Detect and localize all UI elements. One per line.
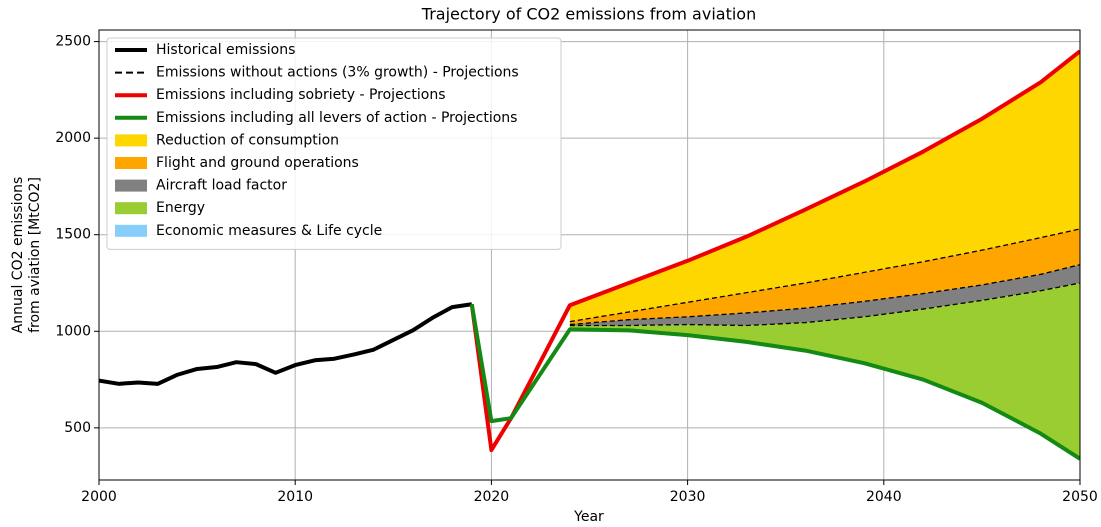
- areas: [569, 51, 1080, 459]
- series-line: [569, 282, 1080, 327]
- series-line: [469, 303, 1080, 461]
- legend-swatch: [115, 224, 147, 237]
- x-tick-label: 2020: [474, 489, 510, 505]
- plot-frame: [98, 29, 1081, 481]
- area: [569, 228, 1080, 325]
- y-axis-label: Annual CO2 emissions: [10, 177, 26, 334]
- legend: Historical emissions Emissions without ac…: [106, 37, 562, 250]
- legend-label: Emissions including all levers of action…: [156, 110, 517, 126]
- legend-label: Historical emissions: [156, 42, 295, 58]
- y-tick-label: 2500: [55, 34, 91, 50]
- y-axis-label: from aviation [MtCO2]: [27, 177, 43, 333]
- legend-label: Reduction of consumption: [156, 132, 339, 148]
- y-tick-label: 1000: [55, 323, 91, 339]
- legend-swatch: [115, 157, 147, 169]
- legend-swatch: [115, 134, 147, 147]
- series-line: [99, 302, 473, 386]
- x-axis-label: Year: [573, 509, 604, 525]
- x-tick-label: 2050: [1062, 489, 1098, 505]
- y-tick-label: 2000: [55, 130, 91, 146]
- series-line: [569, 228, 1080, 323]
- plot-area: [94, 29, 1081, 485]
- x-tick-label: 2040: [866, 489, 902, 505]
- area: [569, 51, 1080, 322]
- x-tick-label: 2000: [81, 489, 117, 505]
- x-tick-label: 2030: [670, 489, 706, 505]
- legend-label: Emissions without actions (3% growth) - …: [156, 65, 519, 81]
- area: [569, 264, 1080, 326]
- chart-title: Trajectory of CO2 emissions from aviatio…: [421, 5, 756, 24]
- y-tick-label: 500: [64, 420, 91, 436]
- legend-swatch: [115, 202, 147, 215]
- legend-label: Aircraft load factor: [156, 178, 287, 194]
- series-line: [569, 264, 1080, 326]
- legend-label: Economic measures & Life cycle: [156, 223, 382, 239]
- area: [569, 283, 1080, 459]
- legend-box: [106, 37, 562, 250]
- legend-label: Energy: [156, 200, 205, 216]
- x-tick-label: 2010: [277, 489, 313, 505]
- legend-swatch: [115, 179, 147, 192]
- y-tick-label: 1500: [55, 227, 91, 243]
- legend-label: Flight and ground operations: [156, 155, 359, 171]
- legend-label: Emissions including sobriety - Projectio…: [156, 87, 446, 103]
